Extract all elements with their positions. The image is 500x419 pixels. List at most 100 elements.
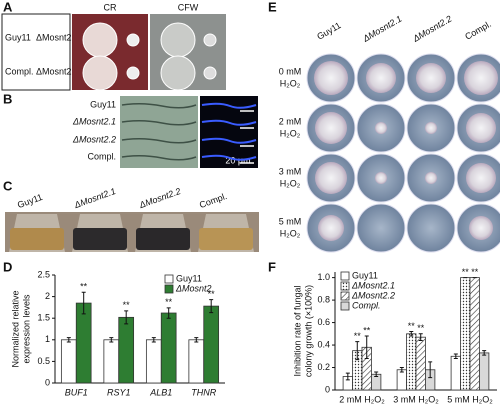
error-bar bbox=[194, 337, 199, 343]
error-bar bbox=[81, 291, 86, 315]
legend-swatch bbox=[340, 291, 350, 301]
error-bar bbox=[151, 337, 156, 343]
y-tick-label: 1 bbox=[45, 334, 50, 344]
error-bar bbox=[166, 307, 171, 319]
hypha bbox=[121, 154, 197, 161]
colony bbox=[160, 55, 196, 91]
colony bbox=[314, 61, 348, 95]
error-bar bbox=[482, 350, 487, 356]
significance: ** bbox=[417, 323, 425, 333]
row-label: 2 mM bbox=[279, 116, 302, 126]
plate bbox=[406, 203, 456, 253]
bar bbox=[469, 277, 480, 391]
bar bbox=[406, 333, 417, 391]
error-bar bbox=[345, 372, 350, 381]
bar bbox=[188, 339, 205, 384]
error-bar bbox=[124, 310, 129, 325]
colony bbox=[375, 122, 387, 134]
strain-label: ΔMosnt2.2 bbox=[36, 66, 79, 76]
bar bbox=[103, 339, 120, 384]
y-tick-label: 0.4 bbox=[317, 339, 330, 349]
significance: ** bbox=[408, 321, 416, 331]
bar bbox=[396, 369, 407, 391]
y-axis-label: Inhibition rate of fungal bbox=[292, 285, 302, 376]
bar bbox=[460, 277, 471, 391]
y-axis-label: colony growth (×100%) bbox=[303, 285, 313, 377]
significance: ** bbox=[80, 282, 88, 292]
significance: ** bbox=[471, 267, 479, 277]
colony bbox=[466, 163, 496, 193]
strain-label: ΔMosnt2.1 bbox=[72, 186, 117, 210]
row-label: H₂O₂ bbox=[280, 78, 301, 88]
y-tick-label: 0 bbox=[325, 384, 330, 394]
significance: ** bbox=[165, 297, 173, 307]
colony bbox=[318, 215, 344, 241]
colony bbox=[425, 122, 437, 134]
error-bar bbox=[418, 333, 423, 342]
strain-label: ΔMosnt2.1 bbox=[72, 116, 116, 126]
culture bbox=[199, 228, 253, 250]
colony bbox=[464, 61, 498, 95]
colony bbox=[466, 113, 496, 143]
legend-label: ΔMosnt2.2 bbox=[351, 290, 395, 300]
y-tick-label: 0.2 bbox=[317, 362, 330, 372]
strain-label: ΔMosnt2.2 bbox=[410, 14, 453, 45]
y-axis-label: expression levels bbox=[21, 294, 31, 364]
error-bar bbox=[109, 337, 114, 343]
culture bbox=[73, 228, 127, 250]
panel-label: D bbox=[3, 259, 12, 274]
key-box bbox=[1, 13, 71, 91]
error-bar bbox=[453, 353, 458, 360]
legend-label: ΔMosnt2 bbox=[175, 283, 212, 293]
x-tick-label: 2 mM H₂O₂ bbox=[339, 394, 385, 404]
error-bar bbox=[428, 361, 433, 379]
colony bbox=[82, 55, 118, 91]
media-label: CR bbox=[104, 2, 117, 12]
colony bbox=[366, 63, 396, 93]
legend-label: Compl. bbox=[352, 300, 381, 310]
colony bbox=[315, 162, 347, 194]
row-label: H₂O₂ bbox=[280, 228, 301, 238]
error-bar bbox=[409, 331, 414, 337]
strain-label: Compl. bbox=[198, 191, 228, 210]
hypha bbox=[121, 119, 197, 126]
bar bbox=[160, 312, 177, 384]
strain-label: Guy11 bbox=[90, 99, 116, 109]
y-tick-label: 0.5 bbox=[37, 356, 50, 366]
panel-label: A bbox=[3, 0, 13, 14]
strain-label: Compl. bbox=[87, 151, 116, 161]
colony bbox=[315, 112, 347, 144]
error-bar bbox=[209, 299, 214, 314]
bar bbox=[450, 355, 461, 391]
x-tick-label: 3 mM H₂O₂ bbox=[393, 394, 439, 404]
culture bbox=[136, 228, 190, 250]
x-tick-label: THNR bbox=[191, 387, 216, 397]
bar bbox=[479, 352, 490, 391]
legend-label: ΔMosnt2.1 bbox=[351, 280, 395, 290]
colony bbox=[469, 216, 493, 240]
legend-swatch bbox=[340, 271, 350, 281]
y-axis-label: Normalized relative bbox=[10, 290, 20, 367]
x-tick-label: BUF1 bbox=[65, 387, 88, 397]
colony bbox=[126, 33, 140, 47]
plate bbox=[356, 203, 406, 253]
x-tick-label: 5 mM H₂O₂ bbox=[447, 394, 493, 404]
row-label: 5 mM bbox=[279, 216, 302, 226]
strain-label: ΔMosnt2.2 bbox=[72, 134, 116, 144]
y-tick-label: 0.8 bbox=[317, 294, 330, 304]
hypha bbox=[121, 137, 197, 144]
error-bar bbox=[374, 371, 379, 378]
hypha-fluorescence bbox=[201, 137, 257, 144]
legend-swatch bbox=[164, 274, 174, 284]
colony bbox=[82, 22, 118, 58]
bar bbox=[60, 339, 77, 384]
bar bbox=[203, 305, 220, 384]
strain-label: Guy11 bbox=[16, 192, 44, 210]
colony bbox=[425, 172, 437, 184]
significance: ** bbox=[363, 325, 371, 335]
colony bbox=[375, 172, 387, 184]
legend-swatch bbox=[340, 301, 350, 311]
colony bbox=[416, 63, 446, 93]
bar bbox=[415, 336, 426, 391]
